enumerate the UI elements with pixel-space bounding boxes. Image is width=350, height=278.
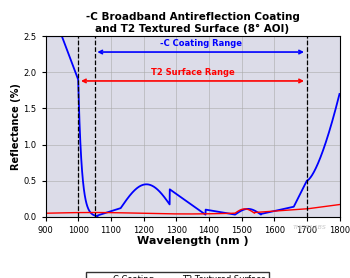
T2 Textured Surface — [186, 212, 190, 216]
Text: -C Coating Range: -C Coating Range — [160, 39, 241, 48]
-C Coating — [43, 34, 48, 38]
X-axis label: Wavelength (nm ): Wavelength (nm ) — [137, 236, 248, 246]
Title: -C Broadband Antireflection Coating
and T2 Textured Surface (8° AOI): -C Broadband Antireflection Coating and … — [85, 12, 300, 34]
Text: THORLABS: THORLABS — [293, 225, 327, 230]
Line: -C Coating: -C Coating — [46, 36, 340, 216]
-C Coating — [329, 123, 333, 127]
T2 Textured Surface — [275, 209, 279, 213]
Y-axis label: Reflectance (%): Reflectance (%) — [10, 83, 21, 170]
T2 Textured Surface — [43, 212, 48, 215]
T2 Textured Surface — [58, 211, 63, 215]
T2 Textured Surface — [187, 212, 191, 216]
-C Coating — [337, 92, 342, 96]
Line: T2 Textured Surface: T2 Textured Surface — [46, 205, 340, 214]
Text: T2 Surface Range: T2 Surface Range — [150, 68, 234, 77]
-C Coating — [179, 195, 183, 199]
T2 Textured Surface — [337, 203, 342, 206]
T2 Textured Surface — [329, 204, 333, 207]
-C Coating — [275, 209, 279, 212]
Legend: -C Coating, T2 Textured Surface: -C Coating, T2 Textured Surface — [86, 272, 269, 278]
-C Coating — [329, 124, 333, 127]
T2 Textured Surface — [329, 204, 333, 207]
-C Coating — [187, 201, 191, 204]
-C Coating — [95, 214, 99, 218]
T2 Textured Surface — [178, 212, 183, 216]
-C Coating — [58, 34, 63, 38]
